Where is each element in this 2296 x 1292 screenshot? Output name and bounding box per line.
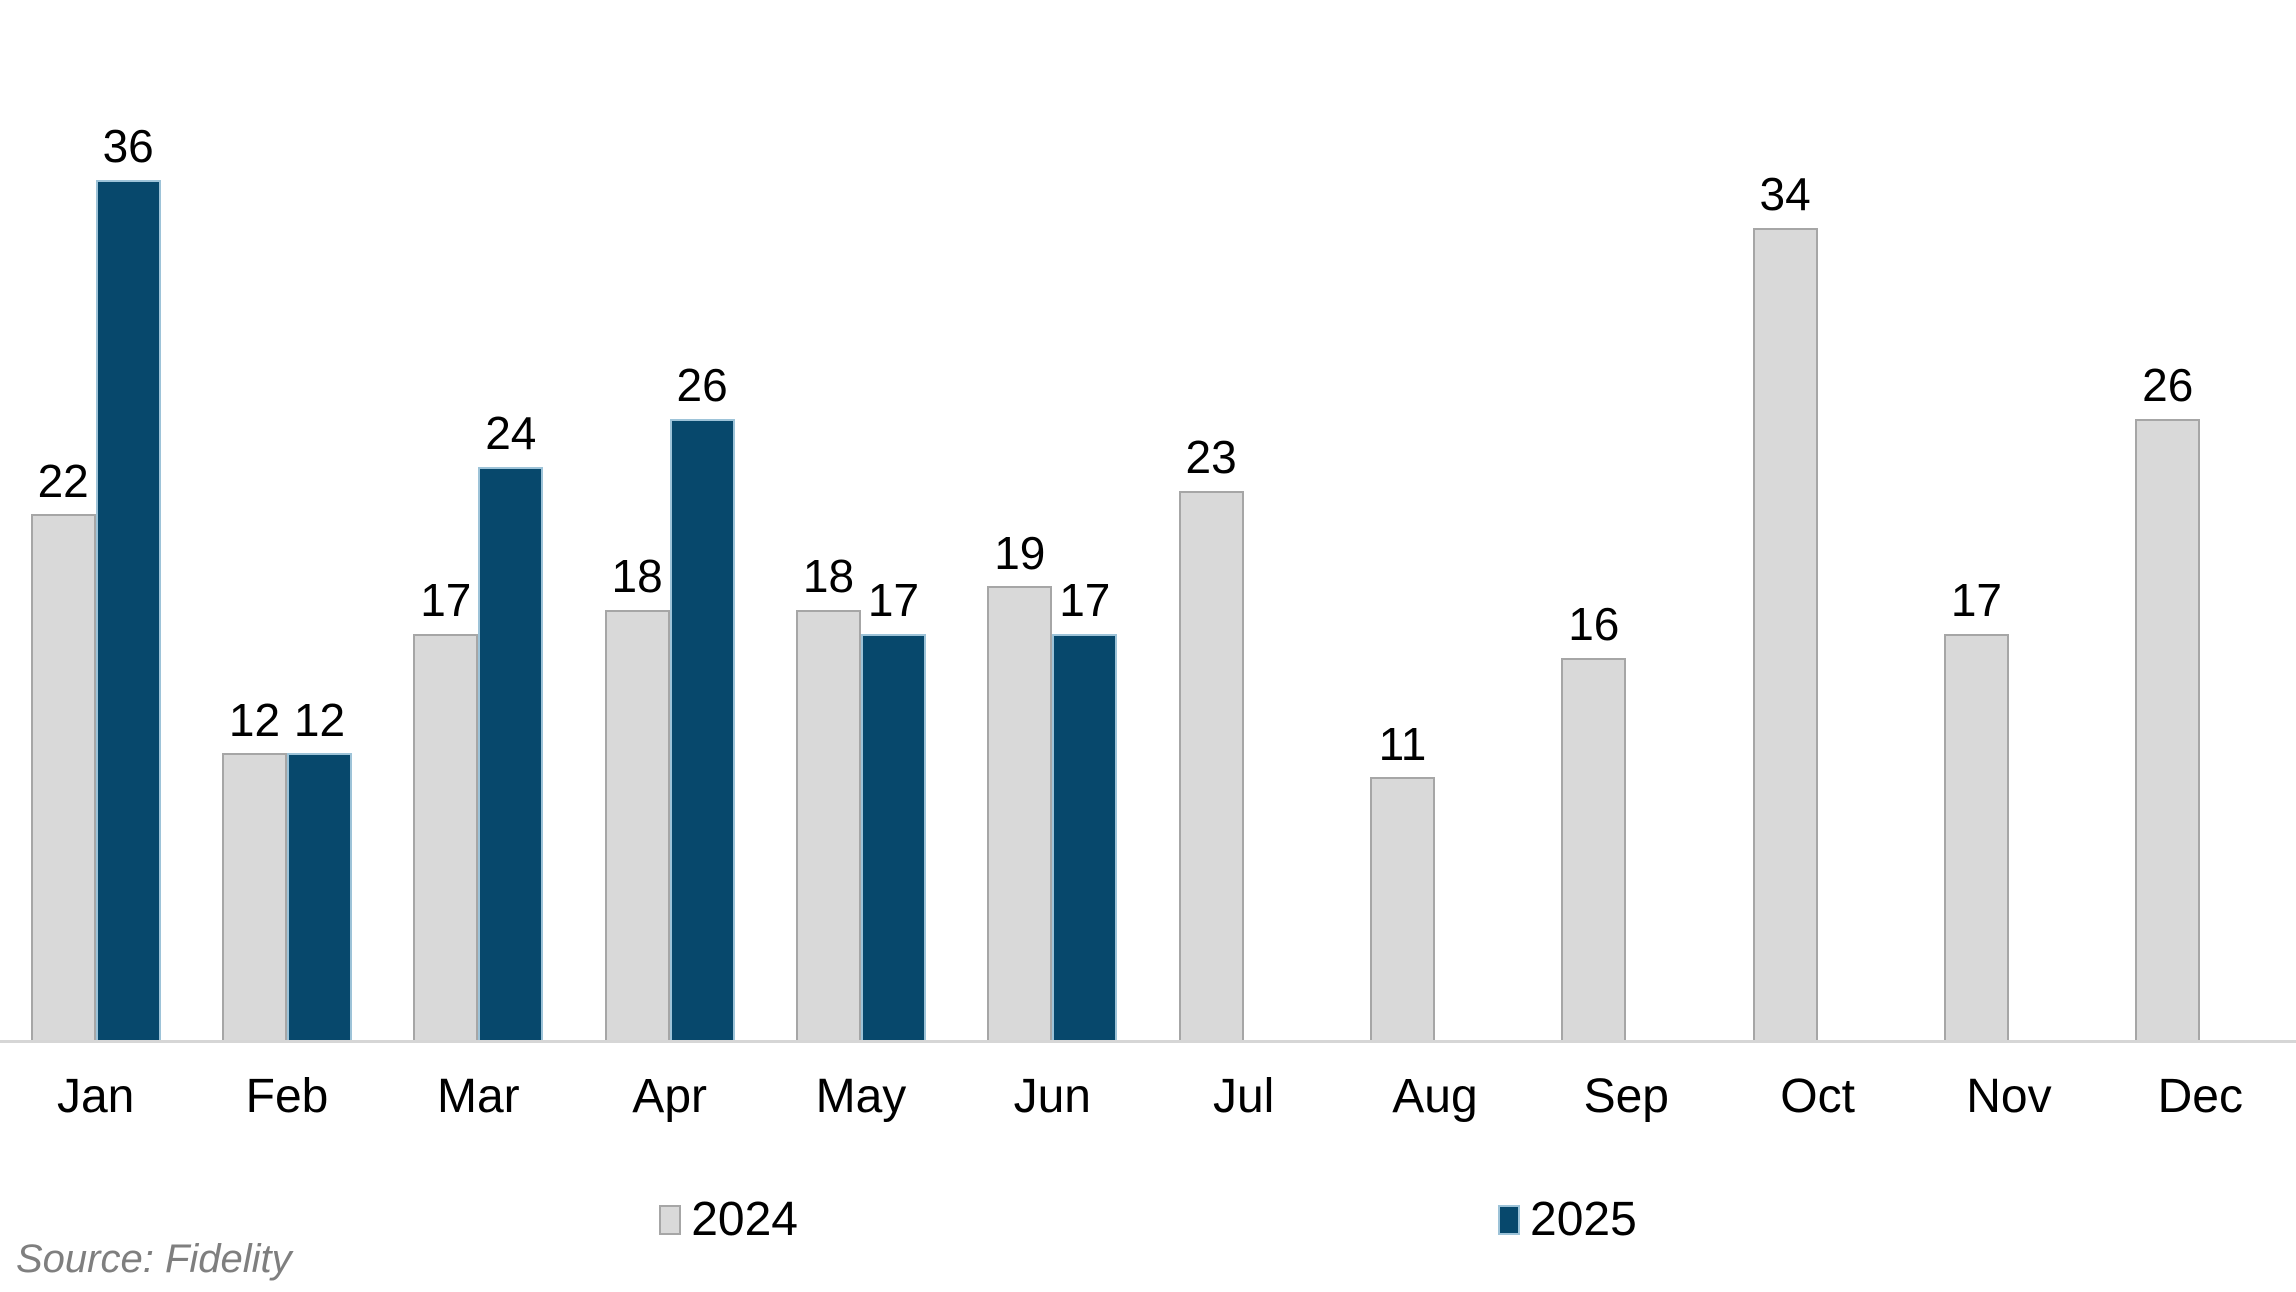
legend-marker-2024 (659, 1204, 682, 1235)
plot-area: 22 36 12 12 17 24 18 26 18 17 19 17 23 11 16 34 17 26 (0, 0, 2296, 1043)
value-label-2025-jan: 36 (102, 120, 154, 173)
bar-group-aug: 11 (1339, 0, 1530, 1040)
bar-group-jan: 22 36 (0, 0, 191, 1040)
bar-2024-nov (1943, 633, 2009, 1040)
bar-slot-2024-mar: 17 (413, 574, 479, 1040)
value-label-2024-may: 18 (802, 550, 855, 603)
bar-2025-jun (1052, 633, 1118, 1040)
legend-label-2025: 2025 (1530, 1193, 1637, 1246)
bar-2024-jan (30, 514, 96, 1040)
x-tick-label-apr: Apr (632, 1070, 707, 1123)
bar-2025-may (860, 633, 926, 1040)
bar-group-sep: 16 (1531, 0, 1722, 1040)
bar-2024-jun (987, 586, 1053, 1040)
bar-slot-2025-apr: 26 (669, 359, 735, 1040)
bar-slot-2024-may: 18 (795, 550, 861, 1040)
bar-group-mar: 17 24 (383, 0, 574, 1040)
bar-2024-mar (413, 633, 479, 1040)
bar-2024-apr (604, 610, 670, 1040)
bar-slot-2024-jan: 22 (30, 454, 96, 1040)
bar-slot-2024-jun: 19 (987, 526, 1053, 1040)
value-label-2025-jun: 17 (1059, 574, 1111, 627)
bar-slot-2025-feb: 12 (286, 693, 352, 1040)
bar-2024-feb (221, 753, 287, 1040)
bar-group-apr: 18 26 (574, 0, 765, 1040)
value-label-2024-nov: 17 (1950, 574, 2003, 627)
value-label-2025-apr: 26 (676, 359, 728, 412)
source-note: Source: Fidelity (16, 1237, 292, 1281)
bar-group-feb: 12 12 (191, 0, 382, 1040)
x-tick-label-mar: Mar (436, 1070, 520, 1123)
x-tick-label-jul: Jul (1212, 1070, 1275, 1123)
bar-2024-sep (1561, 657, 1627, 1040)
x-tick-label-jun: Jun (1013, 1070, 1091, 1123)
bar-slot-2024-aug: 11 (1369, 717, 1435, 1040)
legend-item-2024: 2024 (659, 1192, 798, 1247)
value-label-2024-oct: 34 (1759, 168, 1811, 221)
value-label-2024-jul: 23 (1185, 430, 1237, 483)
legend: 2024 2025 (0, 1192, 2296, 1247)
x-axis-tick-labels: Jan Feb Mar Apr May Jun Jul Aug Sep Oct Nov Dec (0, 1043, 2296, 1124)
bar-2024-oct (1752, 227, 1818, 1040)
x-tick-label-jan: Jan (56, 1070, 135, 1123)
bar-group-may: 18 17 (765, 0, 956, 1040)
value-label-2025-feb: 12 (293, 693, 346, 746)
x-tick-label-feb: Feb (245, 1070, 329, 1123)
bar-slot-2024-nov: 17 (1943, 574, 2009, 1040)
value-label-2024-jun: 19 (994, 526, 1046, 579)
x-tick-label-oct: Oct (1780, 1070, 1855, 1123)
value-label-2024-feb: 12 (228, 693, 281, 746)
bar-2025-feb (286, 753, 352, 1040)
bar-2025-jan (95, 180, 161, 1040)
bar-slot-2025-mar: 24 (478, 407, 544, 1040)
legend-marker-2025 (1498, 1204, 1520, 1235)
x-tick-label-dec: Dec (2157, 1070, 2243, 1123)
bar-slot-2024-apr: 18 (604, 550, 670, 1040)
value-label-2024-mar: 17 (420, 574, 472, 627)
x-tick-label-sep: Sep (1583, 1070, 1669, 1123)
value-label-2025-mar: 24 (485, 407, 537, 460)
bar-slot-2024-sep: 16 (1561, 598, 1627, 1040)
value-label-2024-sep: 16 (1568, 598, 1620, 651)
bar-slot-2025-jun: 17 (1052, 574, 1118, 1040)
value-label-2025-may: 17 (867, 574, 920, 627)
bar-group-oct: 34 (1722, 0, 1913, 1040)
value-label-2024-dec: 26 (2142, 359, 2194, 412)
bar-2024-jul (1178, 490, 1244, 1040)
bar-2024-may (795, 610, 861, 1040)
value-label-2024-jan: 22 (37, 454, 89, 507)
bar-slot-2024-feb: 12 (221, 693, 287, 1040)
bar-group-nov: 17 (1913, 0, 2104, 1040)
bar-slot-2025-may: 17 (860, 574, 926, 1040)
bar-2024-dec (2135, 418, 2201, 1040)
legend-label-2024: 2024 (691, 1193, 798, 1246)
bar-2025-apr (669, 418, 735, 1040)
bar-slot-2024-oct: 34 (1752, 168, 1818, 1040)
x-tick-label-aug: Aug (1392, 1070, 1478, 1123)
bar-group-jun: 19 17 (957, 0, 1148, 1040)
bar-slot-2024-dec: 26 (2135, 359, 2201, 1040)
x-tick-label-may: May (815, 1070, 907, 1123)
bar-slot-2025-jan: 36 (95, 120, 161, 1040)
value-label-2024-aug: 11 (1378, 717, 1427, 770)
bar-slot-2024-jul: 23 (1178, 430, 1244, 1040)
legend-item-2025: 2025 (1498, 1192, 1637, 1247)
x-tick-label-nov: Nov (1966, 1070, 2052, 1123)
value-label-2024-apr: 18 (611, 550, 663, 603)
bar-2024-aug (1369, 777, 1435, 1040)
bar-group-dec: 26 (2105, 0, 2296, 1040)
bar-group-jul: 23 (1148, 0, 1339, 1040)
bar-2025-mar (478, 466, 544, 1040)
